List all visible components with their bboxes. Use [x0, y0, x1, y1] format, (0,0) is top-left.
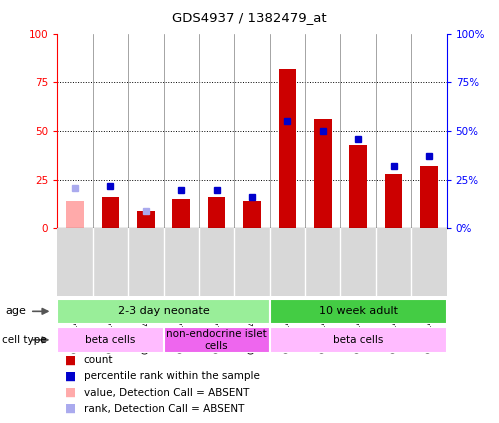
Text: ■: ■ [65, 402, 76, 415]
Bar [208, 197, 226, 228]
Text: ■: ■ [65, 370, 76, 383]
Bar [57, 299, 269, 324]
Text: percentile rank within the sample: percentile rank within the sample [84, 371, 259, 382]
Bar [164, 327, 269, 353]
Text: ■: ■ [65, 354, 76, 367]
Text: rank, Detection Call = ABSENT: rank, Detection Call = ABSENT [84, 404, 244, 414]
Bar [66, 201, 84, 228]
Text: count: count [84, 355, 113, 365]
Bar [269, 327, 447, 353]
Text: 10 week adult: 10 week adult [319, 306, 398, 316]
Text: beta cells: beta cells [333, 335, 383, 345]
Text: ■: ■ [65, 386, 76, 399]
Bar [278, 69, 296, 228]
Text: GDS4937 / 1382479_at: GDS4937 / 1382479_at [172, 11, 327, 24]
Text: age: age [5, 306, 26, 316]
Bar [269, 299, 447, 324]
Bar [243, 201, 261, 228]
Bar [102, 197, 119, 228]
Bar [172, 199, 190, 228]
Text: beta cells: beta cells [85, 335, 136, 345]
Bar [137, 211, 155, 228]
Text: cell type: cell type [2, 335, 47, 345]
Text: non-endocrine islet
cells: non-endocrine islet cells [166, 329, 267, 351]
Text: value, Detection Call = ABSENT: value, Detection Call = ABSENT [84, 387, 249, 398]
Bar [349, 145, 367, 228]
Bar [57, 327, 164, 353]
Bar [420, 166, 438, 228]
Bar [314, 119, 332, 228]
Text: 2-3 day neonate: 2-3 day neonate [118, 306, 210, 316]
Bar [385, 174, 402, 228]
